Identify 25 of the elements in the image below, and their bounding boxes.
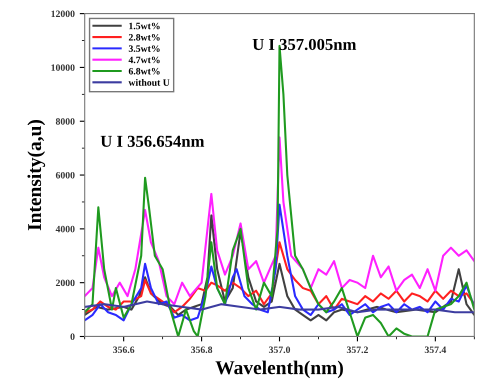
y-axis-title: Intensity(a,u): [27, 120, 46, 230]
x-tick-label: 356.8: [191, 346, 212, 354]
legend-label: 2.8wt%: [128, 34, 160, 41]
legend-label: 3.5wt%: [128, 45, 160, 52]
x-axis-title: Wavelenth(nm): [216, 360, 343, 378]
y-tick-label: 10000: [51, 64, 75, 71]
y-tick-label: 2000: [56, 280, 75, 286]
legend-label: 1.5wt%: [129, 22, 160, 30]
y-tick-label: 6000: [56, 172, 75, 179]
y-tick-label: 4000: [56, 226, 75, 232]
annotation: U I 357.005nm: [252, 38, 356, 50]
x-tick-label: 356.6: [113, 346, 134, 354]
y-tick-label: 0: [70, 333, 75, 340]
y-tick-label: 8000: [56, 118, 75, 125]
legend-label: without U: [128, 78, 170, 86]
line-series: [84, 241, 474, 314]
legend-label: 4.7wt%: [128, 56, 160, 64]
x-tick-label: 357.4: [424, 346, 446, 354]
line-series: [84, 136, 474, 306]
annotation: U I 356.654nm: [100, 136, 204, 148]
legend-label: 6.8wt%: [128, 68, 160, 75]
y-tick-label: 12000: [51, 10, 75, 18]
x-tick-label: 357.0: [268, 346, 290, 354]
line-series: [84, 300, 474, 314]
x-tick-label: 357.2: [346, 346, 368, 354]
